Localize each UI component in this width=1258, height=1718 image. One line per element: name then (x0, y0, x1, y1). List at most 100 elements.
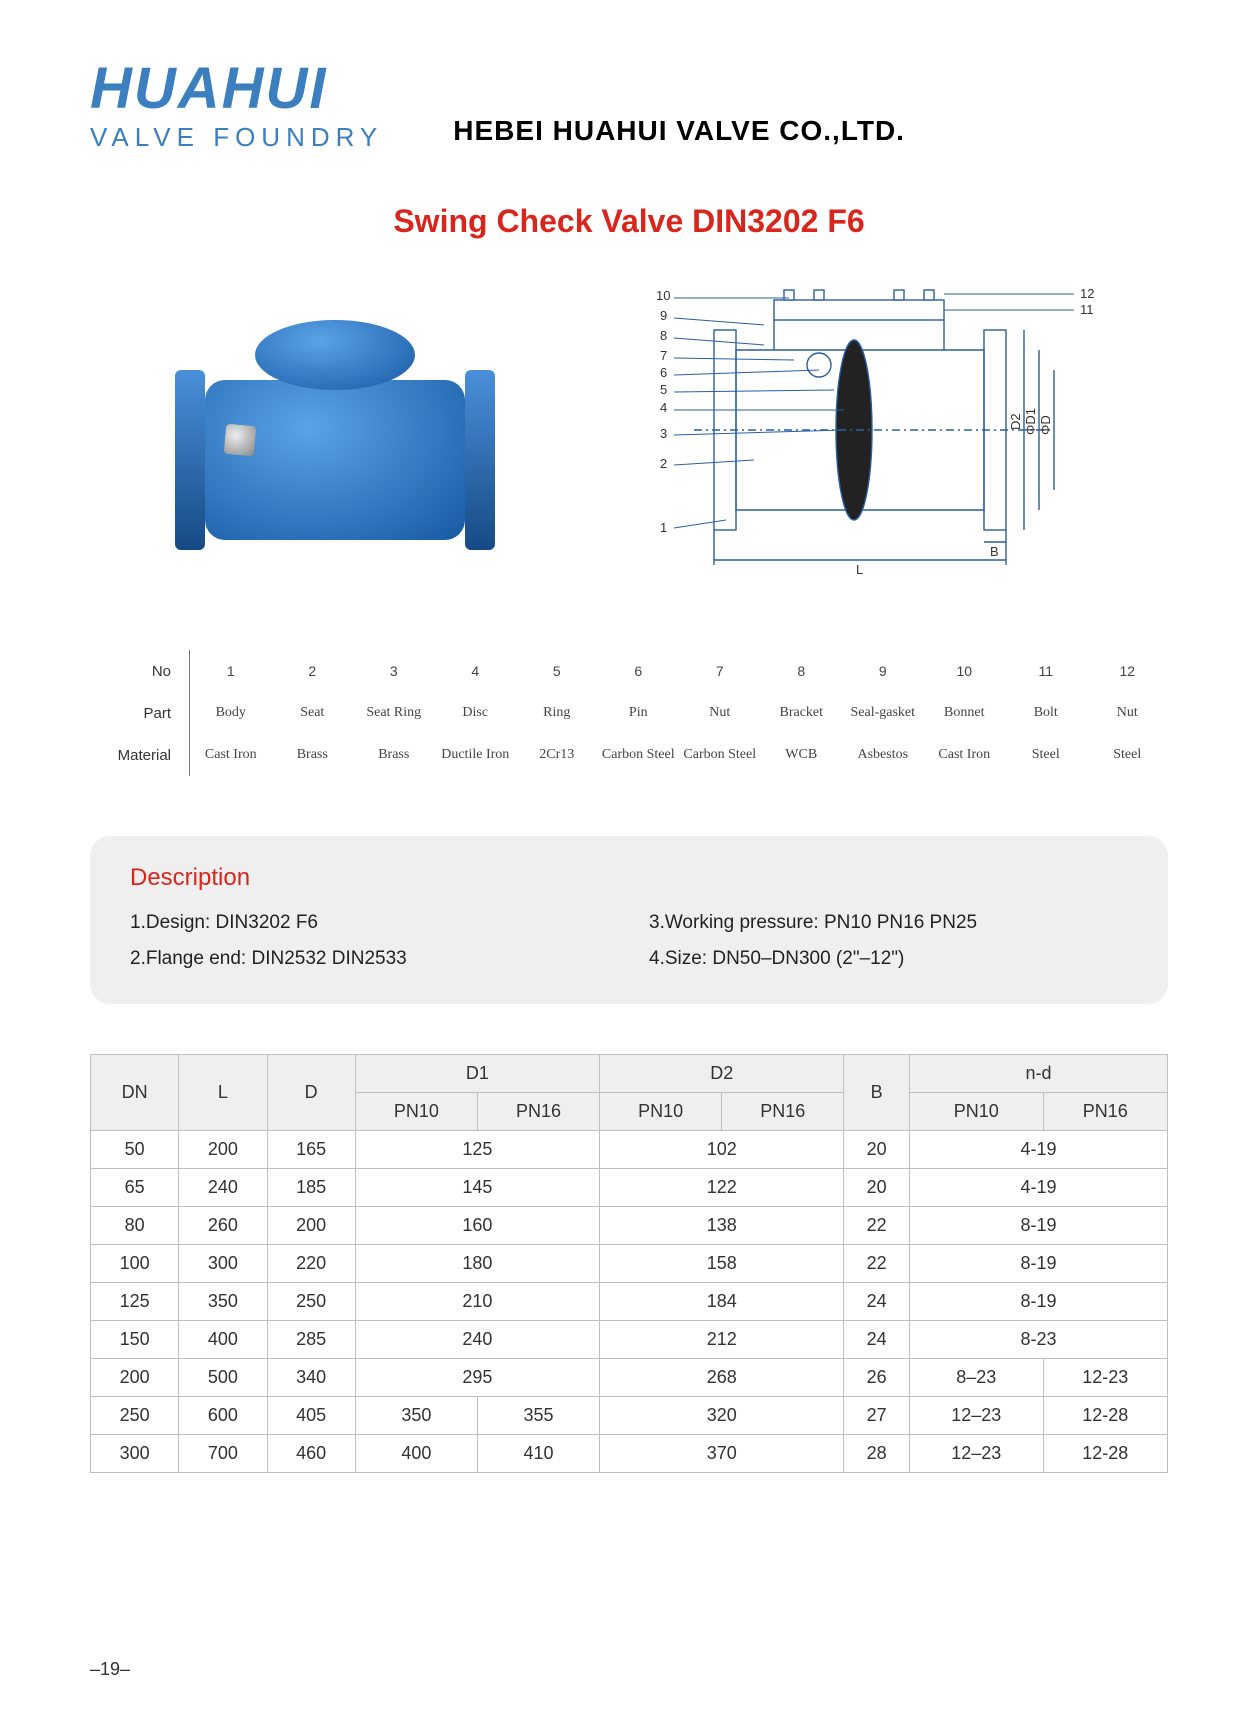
drawing-label: 8 (660, 328, 667, 343)
drawing-label: 12 (1080, 286, 1094, 301)
parts-cell: 5 (516, 650, 598, 692)
dim-cell: 210 (355, 1283, 599, 1321)
drawing-label: 3 (660, 426, 667, 441)
parts-cell: Carbon Steel (598, 734, 680, 776)
desc-item: 4.Size: DN50–DN300 (2"–12") (649, 948, 1128, 970)
dim-cell: 250 (267, 1283, 355, 1321)
sub-pn16: PN16 (477, 1093, 599, 1131)
dim-cell: 295 (355, 1359, 599, 1397)
logo-block: HUAHUI VALVE FOUNDRY (90, 60, 383, 153)
dim-cell: 125 (91, 1283, 179, 1321)
dim-cell: 12–23 (909, 1435, 1043, 1473)
col-l: L (179, 1055, 267, 1131)
dim-cell: 220 (267, 1245, 355, 1283)
dim-cell: 184 (600, 1283, 844, 1321)
parts-cell: Brass (272, 734, 354, 776)
parts-table: No123456789101112PartBodySeatSeat RingDi… (90, 650, 1168, 776)
dim-cell: 22 (844, 1245, 910, 1283)
parts-cell: 3 (353, 650, 435, 692)
dim-cell: 405 (267, 1397, 355, 1435)
dim-cell: 145 (355, 1169, 599, 1207)
parts-cell: 10 (924, 650, 1006, 692)
dim-cell: 12-23 (1043, 1359, 1168, 1397)
dim-cell: 350 (179, 1283, 267, 1321)
drawing-label: 4 (660, 400, 667, 415)
dim-cell: 8-19 (909, 1283, 1167, 1321)
parts-cell: Bolt (1005, 692, 1087, 734)
description-title: Description (130, 864, 1128, 892)
sub-pn10: PN10 (600, 1093, 722, 1131)
dim-cell: 24 (844, 1321, 910, 1359)
images-row: 10 9 8 7 6 5 4 3 2 1 12 11 L B D2 ΦD1 ΦD (90, 280, 1168, 580)
dim-cell: 600 (179, 1397, 267, 1435)
dim-cell: 102 (600, 1131, 844, 1169)
table-row: 150400285240212248-23 (91, 1321, 1168, 1359)
dim-cell: 180 (355, 1245, 599, 1283)
parts-cell: Steel (1005, 734, 1087, 776)
dim-cell: 4-19 (909, 1169, 1167, 1207)
drawing-label: 7 (660, 348, 667, 363)
parts-cell: WCB (761, 734, 843, 776)
parts-row-header: Part (90, 692, 190, 734)
dim-cell: 355 (477, 1397, 599, 1435)
table-row: 2506004053503553202712–2312-28 (91, 1397, 1168, 1435)
parts-cell: Nut (679, 692, 761, 734)
dim-cell: 400 (179, 1321, 267, 1359)
dim-cell: 410 (477, 1435, 599, 1473)
parts-cell: Bracket (761, 692, 843, 734)
dim-cell: 122 (600, 1169, 844, 1207)
dim-cell: 50 (91, 1131, 179, 1169)
logo-main: HUAHUI (90, 60, 383, 118)
dim-cell: 165 (267, 1131, 355, 1169)
description-grid: 1.Design: DIN3202 F6 3.Working pressure:… (130, 912, 1128, 970)
table-row: 200500340295268268–2312-23 (91, 1359, 1168, 1397)
dim-table-body: 50200165125102204-1965240185145122204-19… (91, 1131, 1168, 1473)
dim-cell: 20 (844, 1169, 910, 1207)
drawing-label: 1 (660, 520, 667, 535)
dim-cell: 4-19 (909, 1131, 1167, 1169)
col-dn: DN (91, 1055, 179, 1131)
desc-item: 1.Design: DIN3202 F6 (130, 912, 609, 934)
col-d2: D2 (600, 1055, 844, 1093)
dim-cell: 700 (179, 1435, 267, 1473)
sub-pn16: PN16 (722, 1093, 844, 1131)
dim-cell: 350 (355, 1397, 477, 1435)
dim-cell: 460 (267, 1435, 355, 1473)
parts-cell: 4 (435, 650, 517, 692)
dim-cell: 300 (179, 1245, 267, 1283)
sub-pn16: PN16 (1043, 1093, 1168, 1131)
parts-cell: Cast Iron (190, 734, 272, 776)
drawing-svg: 10 9 8 7 6 5 4 3 2 1 12 11 L B D2 ΦD1 ΦD (644, 280, 1104, 580)
parts-cell: 6 (598, 650, 680, 692)
dim-cell: 8-19 (909, 1245, 1167, 1283)
dim-cell: 22 (844, 1207, 910, 1245)
technical-drawing: 10 9 8 7 6 5 4 3 2 1 12 11 L B D2 ΦD1 ΦD (644, 280, 1104, 580)
dim-cell: 268 (600, 1359, 844, 1397)
dim-cell: 28 (844, 1435, 910, 1473)
desc-item: 2.Flange end: DIN2532 DIN2533 (130, 948, 609, 970)
dim-cell: 500 (179, 1359, 267, 1397)
dim-cell: 285 (267, 1321, 355, 1359)
parts-cell: Brass (353, 734, 435, 776)
col-nd: n-d (909, 1055, 1167, 1093)
product-title: Swing Check Valve DIN3202 F6 (90, 203, 1168, 240)
table-row: 125350250210184248-19 (91, 1283, 1168, 1321)
parts-cell: Ring (516, 692, 598, 734)
drawing-dim-d2: D2 (1008, 413, 1023, 430)
drawing-dim-b: B (990, 544, 999, 559)
product-photo (155, 280, 515, 580)
flange-right-icon (465, 370, 495, 550)
parts-cell: Steel (1087, 734, 1169, 776)
parts-cell: 11 (1005, 650, 1087, 692)
parts-cell: Ductile Iron (435, 734, 517, 776)
dim-cell: 8–23 (909, 1359, 1043, 1397)
logo-sub: VALVE FOUNDRY (90, 122, 383, 153)
dimensions-table: DN L D D1 D2 B n-d PN10 PN16 PN10 PN16 P… (90, 1054, 1168, 1473)
table-row: 50200165125102204-19 (91, 1131, 1168, 1169)
parts-cell: Pin (598, 692, 680, 734)
drawing-label: 5 (660, 382, 667, 397)
parts-cell: 2Cr13 (516, 734, 598, 776)
parts-cell: Body (190, 692, 272, 734)
table-row: 80260200160138228-19 (91, 1207, 1168, 1245)
dim-cell: 24 (844, 1283, 910, 1321)
